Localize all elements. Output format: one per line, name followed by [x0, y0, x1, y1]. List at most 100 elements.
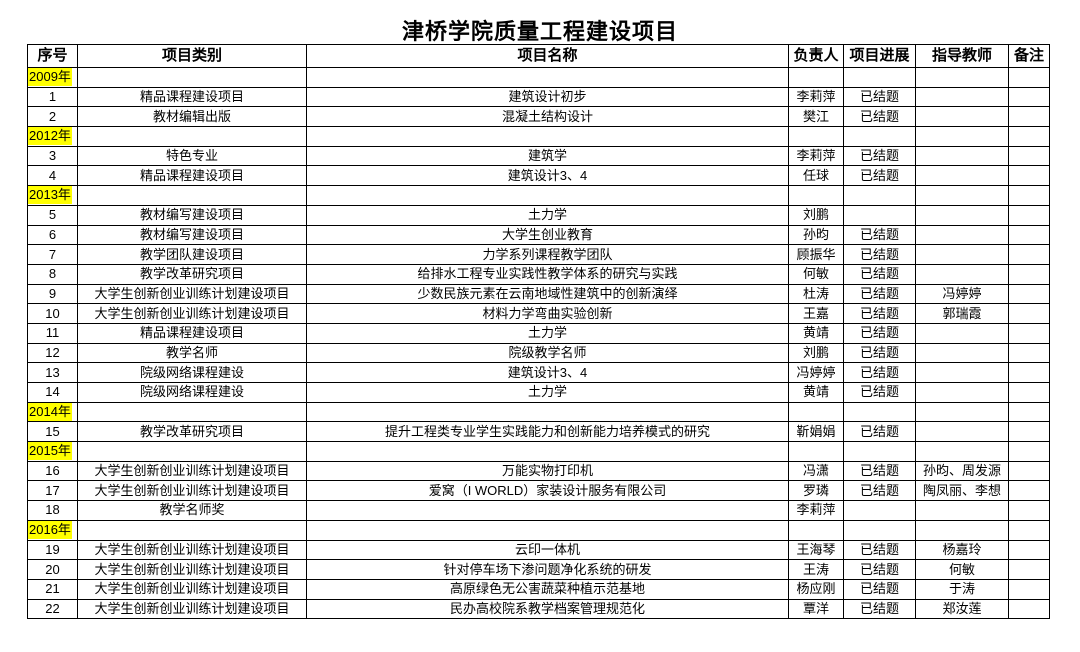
empty-cell[interactable]: [843, 67, 916, 88]
project-name-cell[interactable]: 建筑设计3、4: [306, 165, 789, 187]
empty-cell[interactable]: [915, 519, 1009, 541]
project-category-cell[interactable]: 大学生创新创业训练计划建设项目: [77, 283, 307, 305]
empty-cell[interactable]: [788, 519, 844, 541]
project-leader-cell[interactable]: 王涛: [788, 559, 844, 580]
empty-cell[interactable]: [915, 401, 1009, 423]
project-name-cell[interactable]: 力学系列课程教学团队: [306, 244, 789, 265]
year-cell[interactable]: 2012年: [27, 126, 78, 147]
note-cell[interactable]: [1008, 322, 1050, 344]
advisor-cell[interactable]: [915, 86, 1009, 108]
row-number-cell[interactable]: 12: [27, 342, 78, 364]
advisor-cell[interactable]: [915, 106, 1009, 128]
note-cell[interactable]: [1008, 362, 1050, 383]
project-category-cell[interactable]: 院级网络课程建设: [77, 362, 307, 383]
project-name-cell[interactable]: 云印一体机: [306, 539, 789, 561]
project-progress-cell[interactable]: 已结题: [843, 244, 916, 265]
row-number-cell[interactable]: 22: [27, 598, 78, 620]
project-name-cell[interactable]: 爱窝（I WORLD）家装设计服务有限公司: [306, 480, 789, 502]
note-cell[interactable]: [1008, 500, 1050, 521]
advisor-cell[interactable]: [915, 263, 1009, 285]
empty-cell[interactable]: [77, 126, 307, 147]
empty-cell[interactable]: [915, 441, 1009, 462]
project-leader-cell[interactable]: 顾振华: [788, 244, 844, 265]
note-cell[interactable]: [1008, 342, 1050, 364]
advisor-cell[interactable]: [915, 244, 1009, 265]
empty-cell[interactable]: [77, 67, 307, 88]
note-cell[interactable]: [1008, 578, 1050, 600]
note-cell[interactable]: [1008, 145, 1050, 167]
empty-cell[interactable]: [788, 441, 844, 462]
project-progress-cell[interactable]: 已结题: [843, 598, 916, 620]
project-progress-cell[interactable]: 已结题: [843, 322, 916, 344]
project-progress-cell[interactable]: 已结题: [843, 342, 916, 364]
project-name-cell[interactable]: 针对停车场下渗问题净化系统的研发: [306, 559, 789, 580]
note-cell[interactable]: [1008, 283, 1050, 305]
empty-cell[interactable]: [306, 441, 789, 462]
advisor-cell[interactable]: 于涛: [915, 578, 1009, 600]
advisor-cell[interactable]: [915, 342, 1009, 364]
empty-cell[interactable]: [915, 67, 1009, 88]
project-leader-cell[interactable]: 黄靖: [788, 382, 844, 403]
project-category-cell[interactable]: 大学生创新创业训练计划建设项目: [77, 559, 307, 580]
empty-cell[interactable]: [77, 185, 307, 206]
project-leader-cell[interactable]: 李莉萍: [788, 86, 844, 108]
project-name-cell[interactable]: 建筑学: [306, 145, 789, 167]
advisor-cell[interactable]: 郑汝莲: [915, 598, 1009, 620]
note-cell[interactable]: [1008, 460, 1050, 482]
project-category-cell[interactable]: 教学名师奖: [77, 500, 307, 521]
project-category-cell[interactable]: 教材编写建设项目: [77, 224, 307, 246]
row-number-cell[interactable]: 11: [27, 322, 78, 344]
row-number-cell[interactable]: 19: [27, 539, 78, 561]
advisor-cell[interactable]: 杨嘉玲: [915, 539, 1009, 561]
row-number-cell[interactable]: 4: [27, 165, 78, 187]
project-category-cell[interactable]: 教学改革研究项目: [77, 421, 307, 443]
advisor-cell[interactable]: [915, 145, 1009, 167]
note-cell[interactable]: [1008, 204, 1050, 226]
note-cell[interactable]: [1008, 539, 1050, 561]
project-leader-cell[interactable]: 李莉萍: [788, 500, 844, 521]
year-cell[interactable]: 2016年: [27, 519, 78, 541]
header-name[interactable]: 项目名称: [306, 44, 789, 68]
project-category-cell[interactable]: 精品课程建设项目: [77, 86, 307, 108]
empty-cell[interactable]: [306, 185, 789, 206]
year-cell[interactable]: 2015年: [27, 441, 78, 462]
note-cell[interactable]: [1008, 598, 1050, 620]
project-category-cell[interactable]: 大学生创新创业训练计划建设项目: [77, 539, 307, 561]
header-advisor[interactable]: 指导教师: [915, 44, 1009, 68]
project-progress-cell[interactable]: 已结题: [843, 578, 916, 600]
empty-cell[interactable]: [1008, 126, 1050, 147]
note-cell[interactable]: [1008, 86, 1050, 108]
row-number-cell[interactable]: 8: [27, 263, 78, 285]
project-name-cell[interactable]: 院级教学名师: [306, 342, 789, 364]
project-category-cell[interactable]: 精品课程建设项目: [77, 322, 307, 344]
row-number-cell[interactable]: 1: [27, 86, 78, 108]
note-cell[interactable]: [1008, 244, 1050, 265]
project-name-cell[interactable]: 大学生创业教育: [306, 224, 789, 246]
empty-cell[interactable]: [1008, 441, 1050, 462]
project-category-cell[interactable]: 教学名师: [77, 342, 307, 364]
note-cell[interactable]: [1008, 303, 1050, 324]
project-leader-cell[interactable]: 樊江: [788, 106, 844, 128]
empty-cell[interactable]: [1008, 519, 1050, 541]
row-number-cell[interactable]: 10: [27, 303, 78, 324]
project-leader-cell[interactable]: 刘鹏: [788, 204, 844, 226]
row-number-cell[interactable]: 21: [27, 578, 78, 600]
project-name-cell[interactable]: 提升工程类专业学生实践能力和创新能力培养模式的研究: [306, 421, 789, 443]
project-leader-cell[interactable]: 何敏: [788, 263, 844, 285]
note-cell[interactable]: [1008, 480, 1050, 502]
row-number-cell[interactable]: 17: [27, 480, 78, 502]
project-progress-cell[interactable]: 已结题: [843, 382, 916, 403]
empty-cell[interactable]: [1008, 185, 1050, 206]
row-number-cell[interactable]: 20: [27, 559, 78, 580]
project-leader-cell[interactable]: 靳娟娟: [788, 421, 844, 443]
project-progress-cell[interactable]: 已结题: [843, 460, 916, 482]
empty-cell[interactable]: [788, 67, 844, 88]
empty-cell[interactable]: [306, 126, 789, 147]
advisor-cell[interactable]: 陶凤丽、李想: [915, 480, 1009, 502]
note-cell[interactable]: [1008, 421, 1050, 443]
header-note[interactable]: 备注: [1008, 44, 1050, 68]
project-leader-cell[interactable]: 王嘉: [788, 303, 844, 324]
advisor-cell[interactable]: [915, 224, 1009, 246]
project-progress-cell[interactable]: 已结题: [843, 263, 916, 285]
project-progress-cell[interactable]: 已结题: [843, 106, 916, 128]
